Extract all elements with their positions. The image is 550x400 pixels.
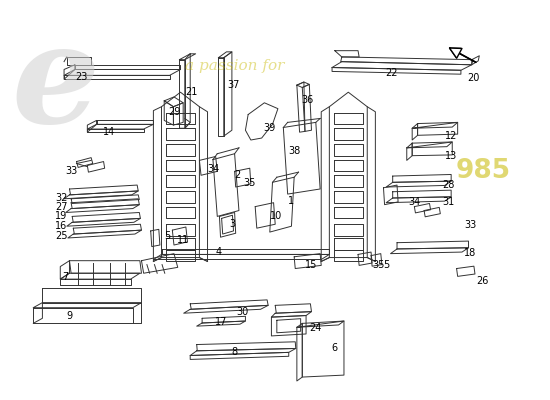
Text: 39: 39 bbox=[263, 123, 276, 133]
Text: 4: 4 bbox=[215, 247, 222, 257]
Text: 26: 26 bbox=[476, 276, 489, 286]
Text: 32: 32 bbox=[55, 193, 68, 203]
Text: e: e bbox=[12, 18, 100, 152]
Text: 1: 1 bbox=[288, 196, 294, 206]
Text: 5: 5 bbox=[383, 260, 389, 270]
Text: 19: 19 bbox=[55, 212, 68, 222]
Text: 8: 8 bbox=[232, 346, 238, 356]
Text: 11: 11 bbox=[177, 235, 189, 245]
Text: 18: 18 bbox=[464, 248, 476, 258]
Text: 16: 16 bbox=[55, 221, 68, 231]
Text: 33: 33 bbox=[465, 220, 477, 230]
Text: 21: 21 bbox=[185, 87, 197, 97]
Text: 5: 5 bbox=[164, 231, 170, 241]
Text: 34: 34 bbox=[207, 164, 219, 174]
Text: 27: 27 bbox=[55, 202, 68, 212]
Text: 10: 10 bbox=[270, 212, 282, 222]
Text: 35: 35 bbox=[244, 178, 256, 188]
Text: 24: 24 bbox=[310, 323, 322, 333]
Text: 3: 3 bbox=[229, 219, 235, 229]
Text: 23: 23 bbox=[76, 72, 88, 82]
Text: 28: 28 bbox=[442, 180, 455, 190]
Text: 29: 29 bbox=[168, 107, 180, 117]
Text: 33: 33 bbox=[65, 166, 77, 176]
Text: 6: 6 bbox=[332, 343, 338, 353]
Text: 37: 37 bbox=[227, 80, 240, 90]
Text: 2: 2 bbox=[234, 170, 240, 180]
Text: 34: 34 bbox=[408, 196, 420, 206]
Text: 25: 25 bbox=[55, 231, 68, 241]
Text: 17: 17 bbox=[215, 317, 227, 327]
Text: a passion for: a passion for bbox=[185, 58, 284, 72]
Text: 35: 35 bbox=[372, 260, 384, 270]
Text: 36: 36 bbox=[301, 95, 314, 105]
Text: 38: 38 bbox=[288, 146, 300, 156]
Text: 20: 20 bbox=[468, 74, 480, 84]
Text: 15: 15 bbox=[305, 260, 318, 270]
Text: 13: 13 bbox=[445, 151, 457, 161]
Text: 7: 7 bbox=[62, 272, 68, 282]
Text: 31: 31 bbox=[442, 197, 455, 207]
Text: 985: 985 bbox=[456, 158, 511, 184]
Text: 12: 12 bbox=[445, 131, 458, 141]
Text: 9: 9 bbox=[67, 311, 73, 321]
Text: 14: 14 bbox=[103, 127, 115, 137]
Text: 22: 22 bbox=[386, 68, 398, 78]
Text: 30: 30 bbox=[236, 307, 249, 317]
